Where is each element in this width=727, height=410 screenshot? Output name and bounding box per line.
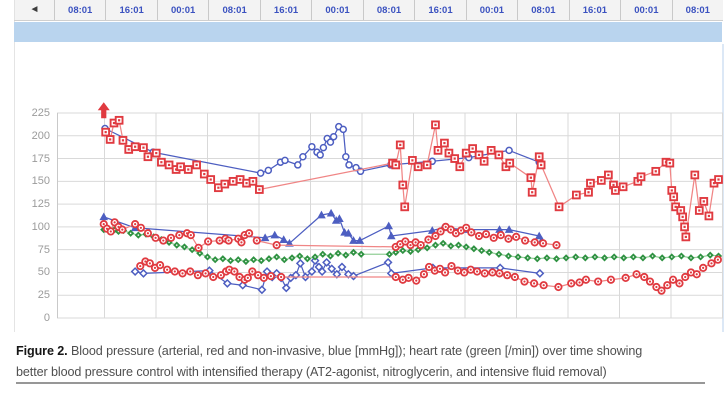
y-axis-tick-label: 25	[37, 289, 50, 302]
time-ruler-highlight-band	[14, 22, 722, 42]
time-label: 16:01	[105, 0, 156, 20]
series-arterial-mean	[99, 218, 561, 252]
event-arrow-icon	[97, 102, 110, 119]
time-label: 08:01	[53, 0, 105, 20]
time-label: 08:01	[517, 0, 568, 20]
time-label: 16:01	[259, 0, 311, 20]
scroll-left-icon: ◄	[29, 4, 40, 15]
time-label: 00:01	[311, 0, 362, 20]
time-label: 08:01	[208, 0, 259, 20]
y-axis-tick-label: 225	[31, 107, 50, 119]
bp-hr-trend-chart[interactable]	[57, 95, 723, 320]
y-axis-tick-label: 75	[37, 243, 50, 256]
figure-caption-line1: Blood pressure (arterial, red and non-in…	[71, 344, 643, 358]
series-arterial-diastolic	[136, 255, 722, 295]
time-label: 16:01	[568, 0, 620, 20]
scroll-left-button[interactable]: ◄	[14, 0, 54, 20]
panel-right-border	[722, 44, 724, 332]
series-nibp-diastolic	[130, 256, 545, 295]
y-axis-tick-label: 0	[43, 312, 50, 324]
series-nibp-systolic	[101, 122, 543, 177]
grid-lines	[57, 112, 723, 319]
time-label: 08:01	[671, 0, 723, 20]
y-axis-tick-label: 150	[31, 175, 50, 188]
caption-divider-rule	[16, 382, 705, 384]
time-label: 00:01	[620, 0, 671, 20]
y-axis-tick-label: 50	[37, 266, 50, 279]
time-label: 08:01	[362, 0, 414, 20]
time-label: 00:01	[156, 0, 208, 20]
y-axis-tick-label: 100	[31, 220, 50, 233]
series-arterial-systolic	[101, 115, 723, 242]
panel-left-border	[14, 0, 15, 332]
y-axis-tick-label: 200	[31, 129, 50, 142]
figure-caption-label: Figure 2.	[16, 344, 68, 358]
y-axis-tick-label: 175	[31, 152, 50, 165]
time-label: 00:01	[465, 0, 517, 20]
time-label: 16:01	[414, 0, 465, 20]
figure-caption-line2: better blood pressure control with inten…	[16, 365, 607, 379]
y-axis-tick-label: 125	[31, 198, 50, 211]
figure-caption: Figure 2. Blood pressure (arterial, red …	[16, 341, 716, 383]
time-ruler: ◄ 08:01 16:01 00:01 08:01 16:01 00:01 08:01 16:…	[14, 0, 723, 21]
